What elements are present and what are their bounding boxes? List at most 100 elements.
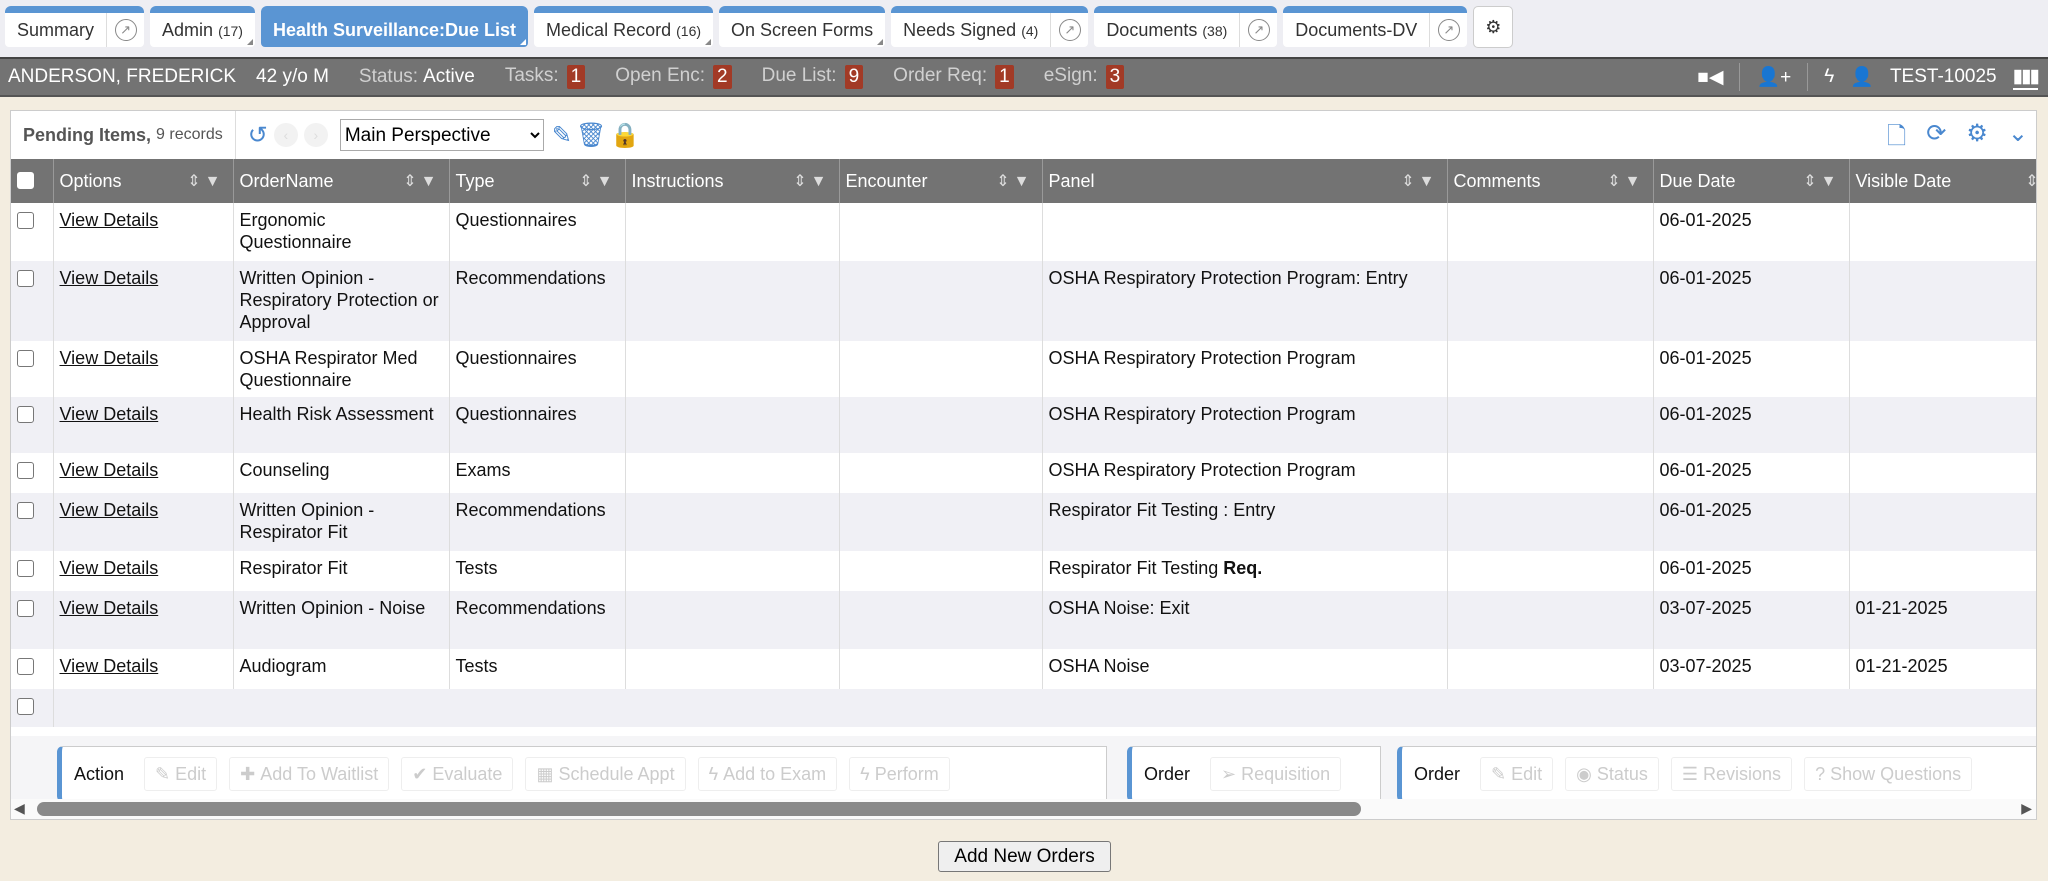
view-details-link[interactable]: View Details	[59, 348, 159, 368]
view-details-link[interactable]: View Details	[59, 268, 159, 288]
row-select[interactable]	[11, 397, 54, 453]
tab-settings-gears-icon[interactable]: ⚙	[1473, 6, 1514, 48]
sort-filter-icon[interactable]: ⇕▼	[996, 173, 1034, 190]
bolt-icon[interactable]: ϟ	[1824, 66, 1835, 87]
column-header-comments[interactable]: Comments ⇕▼	[1447, 159, 1654, 203]
row-select[interactable]	[11, 649, 54, 689]
status-button[interactable]: ◉ Status	[1565, 757, 1659, 791]
sort-filter-icon[interactable]: ⇕▼	[2025, 171, 2036, 191]
chart-icon[interactable]: ▮▮▮	[2012, 65, 2040, 90]
add-user-icon[interactable]: 👤+	[1756, 67, 1792, 88]
lock-icon[interactable]: 🔒	[610, 121, 641, 149]
row-select[interactable]	[11, 551, 54, 591]
row-checkbox[interactable]	[17, 658, 34, 675]
edit-button[interactable]: ✎ Edit	[144, 757, 218, 791]
scroll-right-icon[interactable]: ▶	[2021, 800, 2032, 816]
column-header-ordername[interactable]: OrderName ⇕▼	[233, 159, 450, 203]
column-header-visible-date[interactable]: Visible Date ⇕▼	[1849, 159, 2036, 203]
pencil-icon[interactable]: ✎	[551, 121, 572, 149]
view-details-link[interactable]: View Details	[59, 656, 159, 676]
evaluate-button[interactable]: ✔ Evaluate	[401, 757, 514, 791]
tab-documents[interactable]: Documents (38) ↗	[1094, 6, 1278, 47]
view-details-link[interactable]: View Details	[59, 598, 159, 618]
column-header-type[interactable]: Type ⇕▼	[449, 159, 626, 203]
row-checkbox[interactable]	[17, 406, 34, 423]
sort-filter-icon[interactable]: ⇕▼	[1803, 173, 1841, 190]
row-select[interactable]	[11, 591, 54, 649]
open-external-icon[interactable]: ↗	[1050, 13, 1088, 47]
counter-badge[interactable]: 9	[844, 65, 864, 89]
prev-icon[interactable]: ‹	[273, 123, 298, 147]
perspective-select[interactable]: Main Perspective	[339, 119, 544, 151]
row-select[interactable]	[11, 203, 54, 261]
column-header-options[interactable]: Options ⇕▼	[53, 159, 234, 203]
tab-summary[interactable]: Summary ↗	[5, 6, 145, 47]
add-new-orders-button[interactable]: Add New Orders	[938, 841, 1111, 872]
column-header-due-date[interactable]: Due Date ⇕▼	[1653, 159, 1850, 203]
tab-on-screen-forms[interactable]: On Screen Forms	[719, 6, 886, 47]
view-details-link[interactable]: View Details	[59, 210, 159, 230]
add-to-waitlist-button[interactable]: ✚ Add To Waitlist	[229, 757, 390, 791]
row-checkbox[interactable]	[17, 212, 34, 229]
next-icon[interactable]: ›	[303, 123, 328, 147]
row-select[interactable]	[11, 689, 54, 727]
row-select[interactable]	[11, 453, 54, 493]
tab-medical-record[interactable]: Medical Record (16)	[534, 6, 714, 47]
row-checkbox[interactable]	[17, 462, 34, 479]
row-select[interactable]	[11, 261, 54, 341]
scroll-thumb[interactable]	[37, 802, 1361, 816]
row-checkbox[interactable]	[17, 698, 34, 715]
row-select[interactable]	[11, 341, 54, 397]
sort-filter-icon[interactable]: ⇕▼	[187, 173, 225, 190]
schedule-appt-button[interactable]: ▦ Schedule Appt	[525, 757, 686, 791]
view-details-link[interactable]: View Details	[59, 404, 159, 424]
document-icon[interactable]: 🗋	[1886, 123, 1907, 150]
select-all[interactable]	[11, 159, 54, 203]
counter-badge[interactable]: 2	[713, 65, 732, 89]
open-external-icon[interactable]: ↗	[106, 13, 144, 47]
row-checkbox[interactable]	[17, 270, 34, 287]
revisions-button[interactable]: ☰ Revisions	[1670, 757, 1793, 791]
show-questions-button[interactable]: ? Show Questions	[1804, 757, 1973, 791]
row-checkbox[interactable]	[17, 350, 34, 367]
tab-documents-dv[interactable]: Documents-DV ↗	[1283, 6, 1468, 47]
row-checkbox[interactable]	[17, 560, 34, 577]
sort-filter-icon[interactable]: ⇕▼	[1401, 173, 1439, 190]
sort-filter-icon[interactable]: ⇕▼	[793, 173, 831, 190]
column-header-encounter[interactable]: Encounter ⇕▼	[839, 159, 1043, 203]
column-header-instructions[interactable]: Instructions ⇕▼	[625, 159, 840, 203]
select-all-checkbox[interactable]	[17, 171, 34, 189]
refresh-icon[interactable]: ⟳	[1926, 120, 1947, 147]
sort-filter-icon[interactable]: ⇕▼	[403, 173, 441, 190]
open-external-icon[interactable]: ↗	[1429, 13, 1467, 47]
open-external-icon[interactable]: ↗	[1239, 13, 1277, 47]
undo-icon[interactable]: ↺	[247, 121, 268, 149]
user-id: TEST-10025	[1889, 66, 1997, 87]
settings-icon[interactable]: ⚙	[1966, 120, 1988, 147]
counter-badge[interactable]: 3	[1105, 65, 1125, 89]
perform-button[interactable]: ϟ Perform	[849, 757, 950, 791]
view-details-link[interactable]: View Details	[59, 558, 159, 578]
add-to-exam-button[interactable]: ϟ Add to Exam	[697, 757, 838, 791]
column-header-panel[interactable]: Panel ⇕▼	[1042, 159, 1448, 203]
sort-filter-icon[interactable]: ⇕▼	[579, 173, 617, 190]
sort-filter-icon[interactable]: ⇕▼	[1607, 173, 1645, 190]
view-details-link[interactable]: View Details	[59, 460, 159, 480]
trash-icon[interactable]: 🗑	[575, 121, 607, 149]
row-checkbox[interactable]	[17, 502, 34, 519]
chevron-down-icon[interactable]: ⌄	[2007, 120, 2028, 147]
row-checkbox[interactable]	[17, 600, 34, 617]
tab-health-surveillance-due-list[interactable]: Health Surveillance:Due List	[260, 6, 529, 47]
video-icon[interactable]: ■◀	[1697, 66, 1724, 88]
counter-badge[interactable]: 1	[566, 65, 586, 89]
tab-admin[interactable]: Admin (17)	[150, 6, 255, 47]
edit-button[interactable]: ✎ Edit	[1480, 757, 1554, 791]
horizontal-scrollbar[interactable]: ◀ ▶	[11, 799, 2036, 819]
view-details-link[interactable]: View Details	[59, 500, 159, 520]
tab-needs-signed[interactable]: Needs Signed (4) ↗	[891, 6, 1089, 47]
counter-badge[interactable]: 1	[995, 65, 1014, 89]
row-select[interactable]	[11, 493, 54, 551]
scroll-left-icon[interactable]: ◀	[14, 800, 25, 816]
requisition-button[interactable]: ➢ Requisition	[1210, 757, 1342, 791]
bolt-icon: ϟ	[708, 763, 719, 784]
